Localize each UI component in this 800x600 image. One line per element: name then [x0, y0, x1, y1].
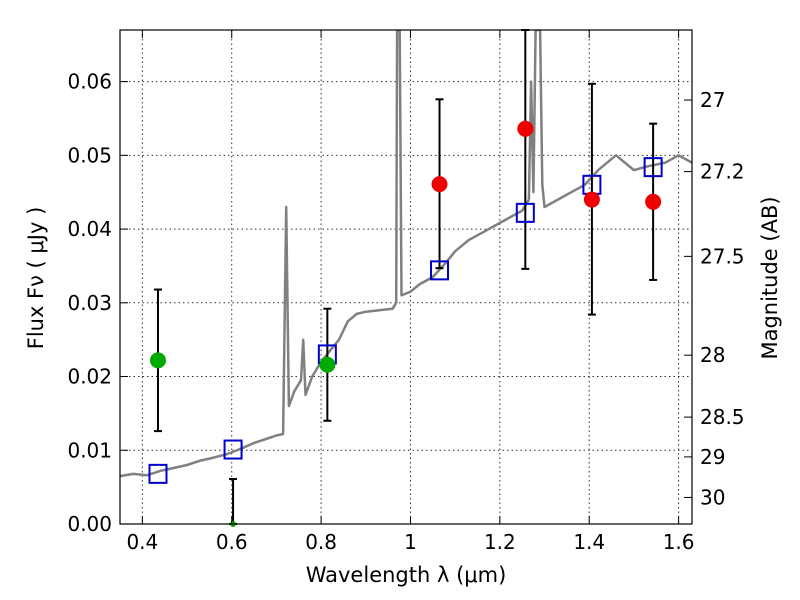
right-tick-label: 27	[700, 88, 725, 112]
model-box-marker	[515, 202, 535, 223]
y-tick-label: 0.05	[67, 143, 112, 167]
right-tick-label: 28	[700, 343, 725, 367]
model-box-marker	[223, 439, 243, 460]
y-axis-label: Flux Fν ( μJy )	[24, 207, 48, 350]
x-tick-label: 1.6	[663, 530, 695, 554]
detection-point	[149, 352, 166, 369]
y-tick-label: 0.02	[67, 365, 112, 389]
model-box-marker	[430, 260, 450, 281]
grid	[120, 30, 692, 525]
right-tick-label: 28.5	[700, 405, 745, 429]
right-tick-label: 27.2	[700, 160, 745, 184]
y-axis-right-label: Magnitude (AB)	[758, 196, 782, 359]
right-tick-label: 27.5	[700, 244, 745, 268]
detection-point	[319, 356, 336, 373]
y-tick-label: 0.06	[67, 70, 112, 94]
right-tick-label: 30	[700, 485, 725, 509]
spectrum-line	[120, 30, 692, 478]
detection-point-layer	[149, 120, 662, 527]
right-tick-label: 29	[700, 445, 725, 469]
x-axis-label: Wavelength λ (μm)	[306, 563, 507, 587]
detection-point	[645, 193, 662, 210]
x-tick-labels: 0.4 0.6 0.8 1 1.2 1.4 1.6	[126, 530, 694, 554]
detection-point	[583, 191, 600, 208]
x-tick-label: 0.6	[216, 530, 248, 554]
x-tick-label: 1	[404, 530, 417, 554]
spectrum-layer	[120, 30, 692, 478]
detection-point	[431, 176, 448, 193]
x-tick-label: 0.8	[305, 530, 337, 554]
y-tick-labels: 0.00 0.01 0.02 0.03 0.04 0.05 0.06	[67, 70, 112, 536]
x-tick-label: 1.4	[573, 530, 605, 554]
model-box-marker	[148, 463, 168, 484]
x-tick-label: 1.2	[484, 530, 516, 554]
y-tick-label: 0.04	[67, 217, 112, 241]
y-tick-label: 0.03	[67, 291, 112, 315]
detection-point	[517, 120, 534, 137]
y-tick-label: 0.01	[67, 438, 112, 462]
right-tick-labels: 27 27.2 27.5 28 28.5 29 30	[700, 88, 745, 509]
x-tick-label: 0.4	[126, 530, 158, 554]
axes-frame	[119, 29, 693, 525]
y-tick-label: 0.00	[67, 512, 112, 536]
plot-frame	[119, 29, 693, 525]
model-box-layer	[148, 157, 663, 484]
model-box-marker	[643, 157, 663, 178]
